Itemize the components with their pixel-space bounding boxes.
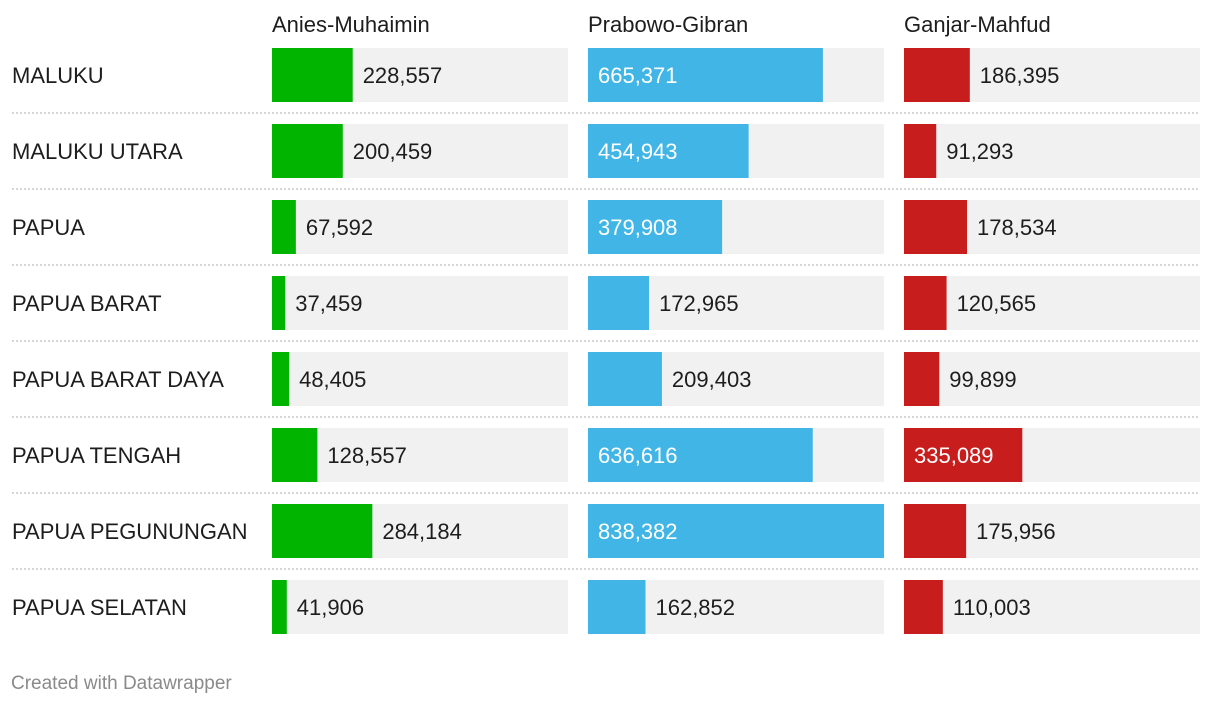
value-label-prabowo-gibran-papua-pegunungan: 838,382 <box>598 519 678 544</box>
value-label-ganjar-mahfud-papua-tengah: 335,089 <box>914 443 994 468</box>
value-label-prabowo-gibran-maluku-utara: 454,943 <box>598 139 678 164</box>
bar-track <box>272 580 568 634</box>
row-label-papua: PAPUA <box>12 215 85 240</box>
value-label-anies-muhaimin-papua-pegunungan: 284,184 <box>382 519 462 544</box>
value-label-ganjar-mahfud-papua-pegunungan: 175,956 <box>976 519 1056 544</box>
value-label-anies-muhaimin-papua-barat-daya: 48,405 <box>299 367 366 392</box>
bar-ganjar-mahfud-papua-barat <box>904 276 947 330</box>
bar-ganjar-mahfud-papua-tengah <box>904 428 1023 482</box>
row-label-papua-barat: PAPUA BARAT <box>12 291 162 316</box>
bar-prabowo-gibran-papua-selatan <box>588 580 646 634</box>
value-label-ganjar-mahfud-papua-barat-daya: 99,899 <box>949 367 1016 392</box>
bar-ganjar-mahfud-maluku-utara <box>904 124 937 178</box>
column-header-anies-muhaimin: Anies-Muhaimin <box>272 12 430 37</box>
bar-anies-muhaimin-papua <box>272 200 296 254</box>
bar-track <box>272 200 568 254</box>
bar-track <box>904 124 1200 178</box>
value-label-prabowo-gibran-papua-tengah: 636,616 <box>598 443 678 468</box>
value-label-anies-muhaimin-maluku-utara: 200,459 <box>353 139 433 164</box>
row-label-maluku-utara: MALUKU UTARA <box>12 139 183 164</box>
bar-anies-muhaimin-papua-barat <box>272 276 286 330</box>
value-label-prabowo-gibran-papua-barat: 172,965 <box>659 291 739 316</box>
value-label-ganjar-mahfud-papua: 178,534 <box>977 215 1057 240</box>
bar-prabowo-gibran-papua-pegunungan <box>588 504 884 558</box>
bar-track <box>904 352 1200 406</box>
bar-ganjar-mahfud-papua-pegunungan <box>904 504 967 558</box>
value-label-anies-muhaimin-papua-barat: 37,459 <box>295 291 362 316</box>
bar-anies-muhaimin-papua-selatan <box>272 580 287 634</box>
bar-track <box>904 276 1200 330</box>
bar-prabowo-gibran-papua-barat <box>588 276 650 330</box>
value-label-anies-muhaimin-maluku: 228,557 <box>363 63 443 88</box>
bar-prabowo-gibran-maluku <box>588 48 823 102</box>
column-header-prabowo-gibran: Prabowo-Gibran <box>588 12 748 37</box>
bar-anies-muhaimin-maluku-utara <box>272 124 343 178</box>
value-label-prabowo-gibran-papua-selatan: 162,852 <box>655 595 735 620</box>
value-label-anies-muhaimin-papua-selatan: 41,906 <box>297 595 364 620</box>
row-label-papua-selatan: PAPUA SELATAN <box>12 595 187 620</box>
bar-prabowo-gibran-papua-tengah <box>588 428 813 482</box>
bar-anies-muhaimin-maluku <box>272 48 353 102</box>
value-label-prabowo-gibran-papua-barat-daya: 209,403 <box>672 367 752 392</box>
bar-prabowo-gibran-maluku-utara <box>588 124 749 178</box>
value-label-anies-muhaimin-papua-tengah: 128,557 <box>327 443 407 468</box>
bar-ganjar-mahfud-papua-selatan <box>904 580 943 634</box>
bar-track <box>272 276 568 330</box>
row-label-papua-tengah: PAPUA TENGAH <box>12 443 181 468</box>
bar-ganjar-mahfud-maluku <box>904 48 970 102</box>
row-label-maluku: MALUKU <box>12 63 104 88</box>
bar-track <box>272 352 568 406</box>
value-label-prabowo-gibran-papua: 379,908 <box>598 215 678 240</box>
bar-track <box>904 580 1200 634</box>
bar-track <box>272 428 568 482</box>
value-label-ganjar-mahfud-papua-selatan: 110,003 <box>953 595 1031 620</box>
value-label-ganjar-mahfud-papua-barat: 120,565 <box>957 291 1037 316</box>
bar-ganjar-mahfud-papua <box>904 200 968 254</box>
bar-anies-muhaimin-papua-barat-daya <box>272 352 290 406</box>
bar-ganjar-mahfud-papua-barat-daya <box>904 352 940 406</box>
bar-anies-muhaimin-papua-tengah <box>272 428 318 482</box>
value-label-prabowo-gibran-maluku: 665,371 <box>598 63 678 88</box>
bar-anies-muhaimin-papua-pegunungan <box>272 504 373 558</box>
value-label-ganjar-mahfud-maluku-utara: 91,293 <box>946 139 1013 164</box>
footer-credit: Created with Datawrapper <box>11 673 232 694</box>
bar-prabowo-gibran-papua-barat-daya <box>588 352 662 406</box>
row-label-papua-barat-daya: PAPUA BARAT DAYA <box>12 367 224 392</box>
value-label-ganjar-mahfud-maluku: 186,395 <box>980 63 1060 88</box>
bar-prabowo-gibran-papua <box>588 200 723 254</box>
value-label-anies-muhaimin-papua: 67,592 <box>306 215 373 240</box>
column-header-ganjar-mahfud: Ganjar-Mahfud <box>904 12 1051 37</box>
row-label-papua-pegunungan: PAPUA PEGUNUNGAN <box>12 519 248 544</box>
